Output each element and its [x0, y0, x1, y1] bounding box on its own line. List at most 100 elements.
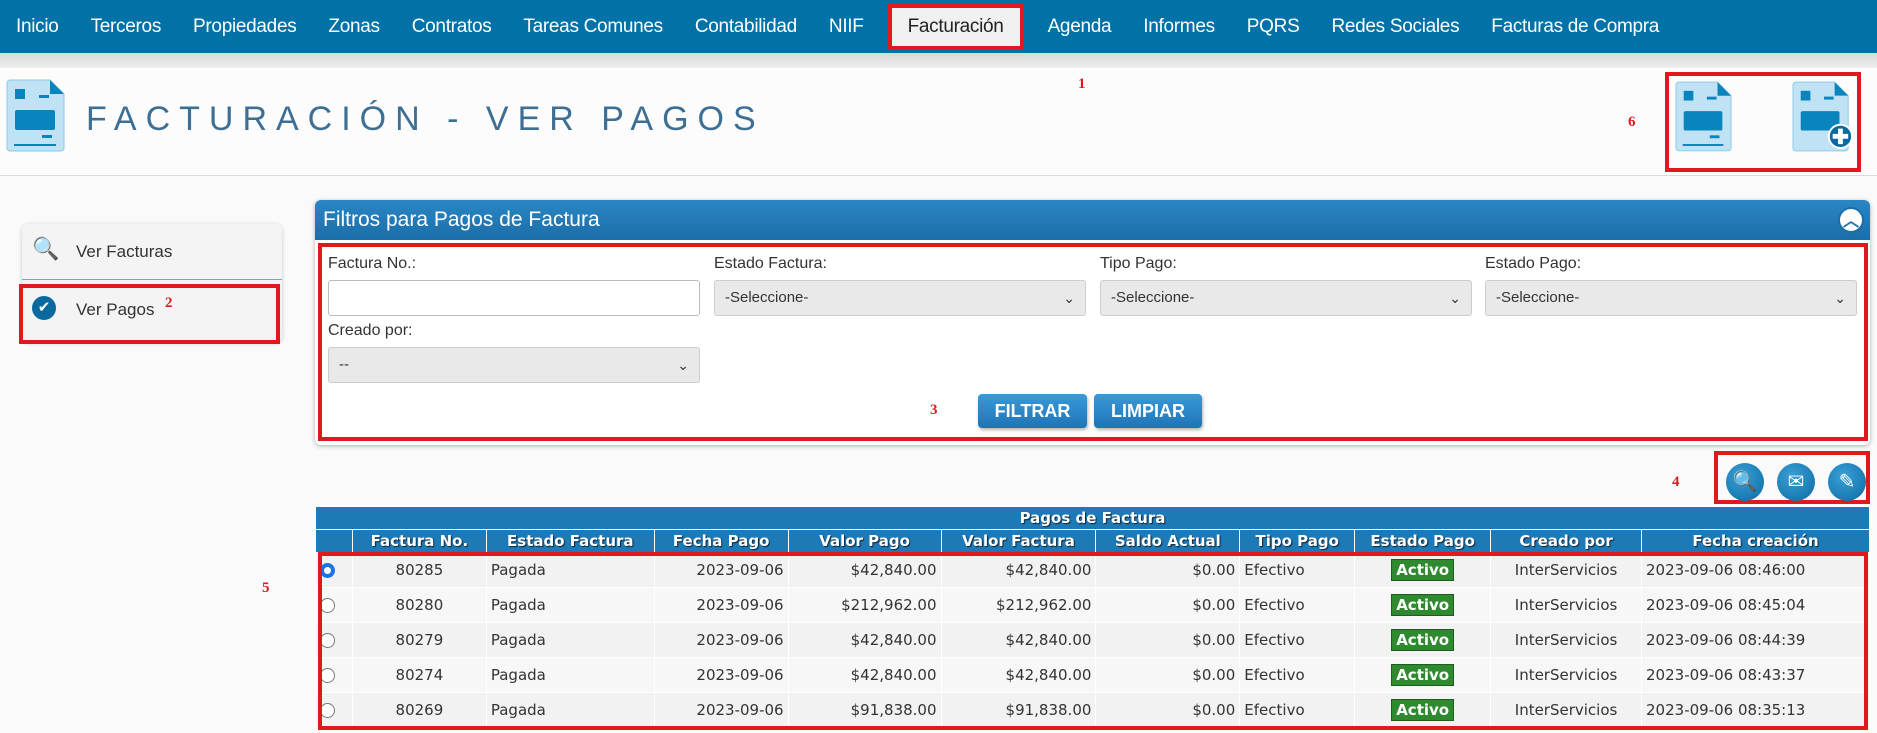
- column-header[interactable]: Factura No.: [351, 529, 487, 553]
- edit-icon[interactable]: ✎: [1828, 463, 1866, 501]
- nav-item-contratos[interactable]: Contratos: [411, 16, 492, 37]
- chevron-down-icon: ⌄: [1063, 290, 1075, 306]
- nav-item-inicio[interactable]: Inicio: [16, 16, 59, 37]
- annotation-2: 2: [165, 295, 173, 311]
- limpiar-button[interactable]: LIMPIAR: [1094, 394, 1202, 428]
- cell-fecha: 2023-09-06: [653, 622, 789, 658]
- column-header[interactable]: Creado por: [1490, 529, 1643, 553]
- column-header[interactable]: Tipo Pago: [1239, 529, 1356, 553]
- cell-valor-pago: $42,840.00: [787, 552, 942, 588]
- estado-pago-label: Estado Pago:: [1485, 255, 1582, 272]
- new-invoice-icon[interactable]: [1792, 80, 1854, 152]
- invoice-search-icon: 🔍: [32, 236, 60, 261]
- column-header[interactable]: [315, 529, 353, 553]
- sidebar-item-label: Ver Facturas: [76, 241, 173, 261]
- cell-tipo: Efectivo: [1239, 587, 1356, 623]
- table-row[interactable]: 80269 Pagada 2023-09-06 $91,838.00 $91,838.0…: [315, 692, 1870, 728]
- factura-input[interactable]: [328, 280, 700, 316]
- cell-tipo: Efectivo: [1239, 657, 1356, 693]
- sidebar: 🔍 Ver Facturas ✔ Ver Pagos: [22, 224, 282, 342]
- nav-item-agenda[interactable]: Agenda: [1047, 16, 1112, 37]
- column-header[interactable]: Fecha creación: [1641, 529, 1870, 553]
- cell-estado: Pagada: [485, 657, 655, 693]
- nav-item-informes[interactable]: Informes: [1143, 16, 1215, 37]
- column-header[interactable]: Estado Factura: [485, 529, 655, 553]
- status-badge: Activo: [1391, 559, 1455, 581]
- invoice-icon: [6, 79, 65, 152]
- cell-factura: 80269: [351, 692, 487, 728]
- sidebar-item-ver-facturas[interactable]: 🔍 Ver Facturas: [22, 224, 282, 280]
- annotation-1: 1: [1078, 76, 1086, 92]
- nav-item-propiedades[interactable]: Propiedades: [193, 16, 297, 37]
- cell-valor-factura: $42,840.00: [940, 657, 1097, 693]
- select-value: -Seleccione-: [725, 289, 809, 306]
- invoice-icon[interactable]: [1675, 80, 1733, 152]
- row-radio[interactable]: [320, 563, 335, 578]
- table-row[interactable]: 80280 Pagada 2023-09-06 $212,962.00 $212,962…: [315, 587, 1870, 623]
- highlight-box-3: [318, 243, 1868, 441]
- cell-fecha-creacion: 2023-09-06 08:46:00: [1641, 552, 1870, 588]
- filter-panel-header: Filtros para Pagos de Factura: [315, 200, 1870, 240]
- tipo-pago-label: Tipo Pago:: [1100, 255, 1177, 272]
- column-header[interactable]: Fecha Pago: [653, 529, 789, 553]
- status-badge: Activo: [1391, 664, 1455, 686]
- table-row[interactable]: 80279 Pagada 2023-09-06 $42,840.00 $42,840.0…: [315, 622, 1870, 658]
- cell-fecha: 2023-09-06: [653, 552, 789, 588]
- status-badge: Activo: [1391, 594, 1455, 616]
- cell-estado: Pagada: [485, 587, 655, 623]
- nav-item-pqrs[interactable]: PQRS: [1246, 16, 1300, 37]
- highlight-box-6: [1665, 72, 1861, 172]
- cell-valor-factura: $91,838.00: [940, 692, 1097, 728]
- cell-saldo: $0.00: [1095, 657, 1241, 693]
- highlight-box-4: [1714, 451, 1870, 504]
- cell-creado: InterServicios: [1490, 587, 1643, 623]
- estado-factura-select[interactable]: -Seleccione- ⌄: [714, 280, 1086, 316]
- nav-item-contabilidad[interactable]: Contabilidad: [694, 16, 797, 37]
- cell-creado: InterServicios: [1490, 692, 1643, 728]
- cell-factura: 80279: [351, 622, 487, 658]
- table-row[interactable]: 80274 Pagada 2023-09-06 $42,840.00 $42,840.0…: [315, 657, 1870, 693]
- search-icon[interactable]: 🔍: [1726, 463, 1764, 501]
- column-header[interactable]: Estado Pago: [1354, 529, 1492, 553]
- creado-por-select[interactable]: -- ⌄: [328, 347, 700, 383]
- cell-factura: 80280: [351, 587, 487, 623]
- cell-fecha: 2023-09-06: [653, 692, 789, 728]
- select-value: -Seleccione-: [1496, 289, 1580, 306]
- select-value: -Seleccione-: [1111, 289, 1195, 306]
- cell-fecha: 2023-09-06: [653, 587, 789, 623]
- tipo-pago-select[interactable]: -Seleccione- ⌄: [1100, 280, 1472, 316]
- estado-pago-select[interactable]: -Seleccione- ⌄: [1485, 280, 1857, 316]
- status-badge: Activo: [1391, 629, 1455, 651]
- nav-item-niif[interactable]: NIIF: [828, 16, 864, 37]
- cell-estado-pago: Activo: [1354, 657, 1492, 693]
- table-title: Pagos de Factura: [315, 506, 1870, 530]
- nav-item-terceros[interactable]: Terceros: [90, 16, 162, 37]
- cell-estado-pago: Activo: [1354, 587, 1492, 623]
- chevron-down-icon: ⌄: [1449, 290, 1461, 306]
- nav-item-facturas-de-compra[interactable]: Facturas de Compra: [1491, 16, 1660, 37]
- chevron-down-icon: ⌄: [1834, 290, 1846, 306]
- column-header[interactable]: Valor Pago: [787, 529, 942, 553]
- status-badge: Activo: [1391, 699, 1455, 721]
- cell-tipo: Efectivo: [1239, 692, 1356, 728]
- invoice-check-icon: ✔: [32, 296, 56, 320]
- annotation-3: 3: [930, 402, 938, 418]
- chevron-down-icon: ⌄: [677, 357, 689, 373]
- nav-item-redes-sociales[interactable]: Redes Sociales: [1331, 16, 1460, 37]
- cell-fecha-creacion: 2023-09-06 08:45:04: [1641, 587, 1870, 623]
- email-icon[interactable]: ✉: [1777, 463, 1815, 501]
- cell-estado-pago: Activo: [1354, 692, 1492, 728]
- column-header[interactable]: Saldo Actual: [1095, 529, 1241, 553]
- nav-item-facturación[interactable]: Facturación: [887, 3, 1024, 50]
- cell-estado-pago: Activo: [1354, 622, 1492, 658]
- cell-saldo: $0.00: [1095, 587, 1241, 623]
- collapse-icon[interactable]: ︿: [1838, 207, 1864, 233]
- nav-item-zonas[interactable]: Zonas: [328, 16, 380, 37]
- annotation-4: 4: [1672, 474, 1680, 490]
- cell-fecha-creacion: 2023-09-06 08:44:39: [1641, 622, 1870, 658]
- page-header: [0, 68, 1877, 176]
- column-header[interactable]: Valor Factura: [940, 529, 1097, 553]
- sidebar-item-ver-pagos[interactable]: ✔ Ver Pagos: [22, 282, 282, 338]
- nav-item-tareas-comunes[interactable]: Tareas Comunes: [523, 16, 663, 37]
- filtrar-button[interactable]: FILTRAR: [978, 394, 1087, 428]
